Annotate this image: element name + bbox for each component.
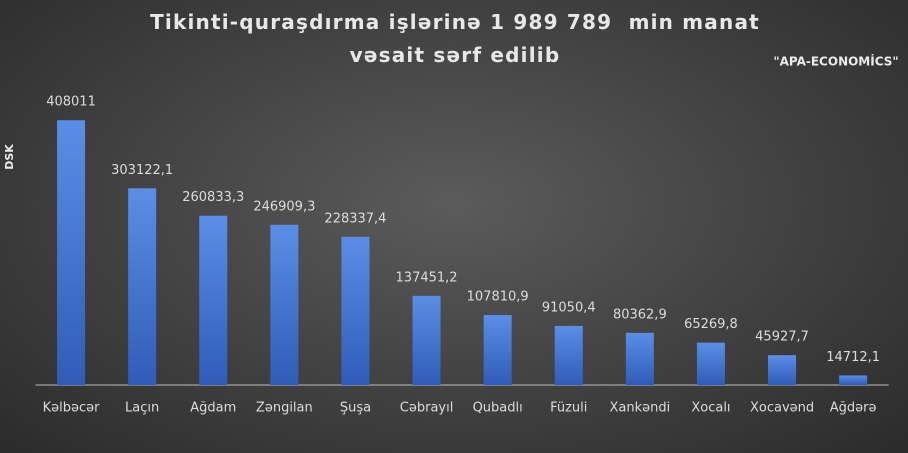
x-tick-label: Xocalı xyxy=(691,401,730,416)
x-tick-label: Laçın xyxy=(125,401,159,416)
bar xyxy=(57,120,86,386)
x-tick-label: Xocavənd xyxy=(750,401,814,416)
data-label: 80362,9 xyxy=(613,307,667,322)
bar xyxy=(270,224,299,385)
data-label: 14712,1 xyxy=(826,350,880,365)
bar xyxy=(554,325,583,385)
data-label: 408011 xyxy=(46,95,96,110)
x-tick-label: Ağdam xyxy=(190,401,236,416)
y-axis-label: DSK xyxy=(3,144,16,170)
data-label: 107810,9 xyxy=(467,290,529,305)
bar xyxy=(768,355,797,385)
data-label: 65269,8 xyxy=(684,317,738,332)
bar xyxy=(412,295,441,385)
bar xyxy=(696,342,725,385)
data-label: 228337,4 xyxy=(324,211,386,226)
x-tick-label: Zəngilan xyxy=(256,401,313,416)
x-tick-label: Cəbrayıl xyxy=(400,401,454,416)
x-tick-label: Qubadlı xyxy=(473,401,523,416)
data-label: 303122,1 xyxy=(111,163,173,178)
source: "APA-ECONOMİCS" xyxy=(773,54,898,69)
x-tick-label: Füzuli xyxy=(550,401,587,416)
x-tick-label: Ağdərə xyxy=(830,401,877,416)
x-tick-label: Xankəndi xyxy=(609,401,670,416)
data-label: 246909,3 xyxy=(253,199,315,214)
bar xyxy=(128,188,157,385)
bar xyxy=(839,375,868,385)
data-label: 45927,7 xyxy=(755,330,809,345)
bar xyxy=(625,332,654,385)
data-label: 91050,4 xyxy=(542,300,596,315)
x-tick-label: Kəlbəcər xyxy=(43,401,101,416)
chart-title: Tikinti-quraşdırma işlərinə 1 989 789 mi… xyxy=(150,10,769,67)
bar xyxy=(199,215,228,385)
data-label: 137451,2 xyxy=(396,270,458,285)
data-label: 260833,3 xyxy=(182,190,244,205)
bar xyxy=(341,236,370,385)
x-tick-label: Şuşa xyxy=(340,401,371,416)
bar xyxy=(483,315,512,385)
